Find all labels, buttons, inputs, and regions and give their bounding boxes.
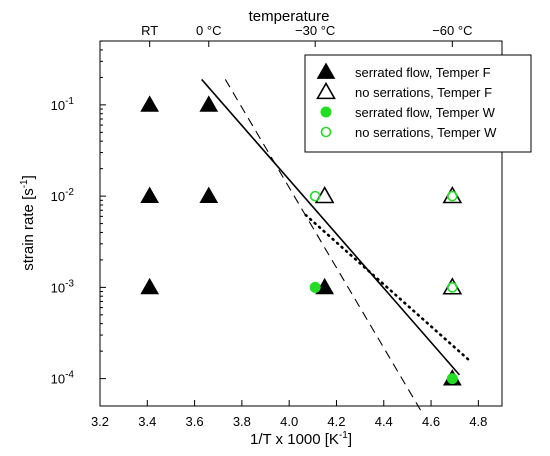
legend-label: serrated flow, Temper F <box>355 65 491 80</box>
x-tick-label: 4.0 <box>280 414 298 429</box>
top-tick-label: 0 °C <box>196 23 221 38</box>
fit-lines <box>201 78 471 413</box>
legend-symbol-filled-circle <box>320 106 332 118</box>
y-axis-title-exponent: -1 <box>19 179 30 188</box>
data-markers <box>140 95 463 386</box>
point-filled-triangle <box>199 95 219 112</box>
y-tick-base: 10 <box>51 189 65 204</box>
y-tick-label: 10-4 <box>51 370 75 387</box>
y-tick-label: 10-1 <box>51 96 75 113</box>
y-tick-base: 10 <box>51 372 65 387</box>
x-tick-label: 3.8 <box>233 414 251 429</box>
y-tick-base: 10 <box>51 98 65 113</box>
top-tick-label: −60 °C <box>432 23 472 38</box>
y-axis-title-end: ] <box>20 175 37 179</box>
point-open-circle <box>447 190 458 202</box>
x-tick-label: 3.2 <box>91 414 109 429</box>
x-tick-label: 4.2 <box>327 414 345 429</box>
point-filled-triangle <box>140 186 160 203</box>
top-tick-label: RT <box>141 23 158 38</box>
y-axis-title-text: strain rate [s <box>20 188 37 271</box>
point-filled-triangle <box>140 95 160 112</box>
x-tick-label: 3.6 <box>186 414 204 429</box>
x-axis-title-text: 1/T x 1000 [K <box>250 431 339 448</box>
x-tick-label: 4.6 <box>422 414 440 429</box>
point-open-triangle <box>314 186 335 204</box>
point-filled-circle <box>309 281 321 293</box>
y-tick-label: 10-3 <box>51 278 75 295</box>
x-axis-title-exponent: -1 <box>339 430 348 441</box>
point-filled-triangle <box>199 186 219 203</box>
top-axis-title: temperature <box>249 8 330 25</box>
x-tick-label: 3.4 <box>138 414 156 429</box>
point-open-circle <box>447 282 458 293</box>
fit-line-dashed <box>224 79 423 413</box>
legend-symbol-filled-triangle <box>316 62 336 79</box>
legend-label: serrated flow, Temper W <box>355 105 496 120</box>
fit-line-solid <box>201 78 461 376</box>
y-tick-exponent: -4 <box>65 370 74 381</box>
x-axis-ticks: 3.2 3.4 3.6 3.8 4.0 4.2 4.4 4.6 4.8 <box>91 400 487 429</box>
y-tick-exponent: -1 <box>65 96 74 107</box>
point-open-circle <box>309 190 321 202</box>
legend-symbol-open-circle <box>320 126 332 138</box>
y-tick-exponent: -3 <box>65 278 74 289</box>
x-tick-label: 4.8 <box>469 414 487 429</box>
legend-label: no serrations, Temper F <box>355 85 492 100</box>
top-axis-ticks: RT 0 °C −30 °C −60 °C <box>141 23 472 47</box>
legend: serrated flow, Temper F no serrations, Te… <box>304 54 532 153</box>
legend-items: serrated flow, Temper F no serrations, Te… <box>316 62 497 140</box>
top-tick-label: −30 °C <box>295 23 335 38</box>
point-filled-triangle <box>140 277 160 295</box>
x-axis-title-end: ] <box>348 431 352 448</box>
point-filled-circle <box>446 373 458 385</box>
y-tick-label: 10-2 <box>51 187 75 204</box>
y-axis-title: strain rate [s-1] <box>19 175 37 271</box>
legend-symbol-open-triangle <box>316 81 336 100</box>
x-axis-title: 1/T x 1000 [K-1] <box>250 430 352 448</box>
legend-label: no serrations, Temper W <box>355 125 497 140</box>
y-tick-exponent: -2 <box>65 187 74 198</box>
legend-box <box>304 54 532 153</box>
y-axis-ticks: 10-110-210-310-4 <box>51 40 106 387</box>
x-tick-label: 4.4 <box>375 414 393 429</box>
y-tick-base: 10 <box>51 280 65 295</box>
fit-line-dotted <box>304 213 471 362</box>
